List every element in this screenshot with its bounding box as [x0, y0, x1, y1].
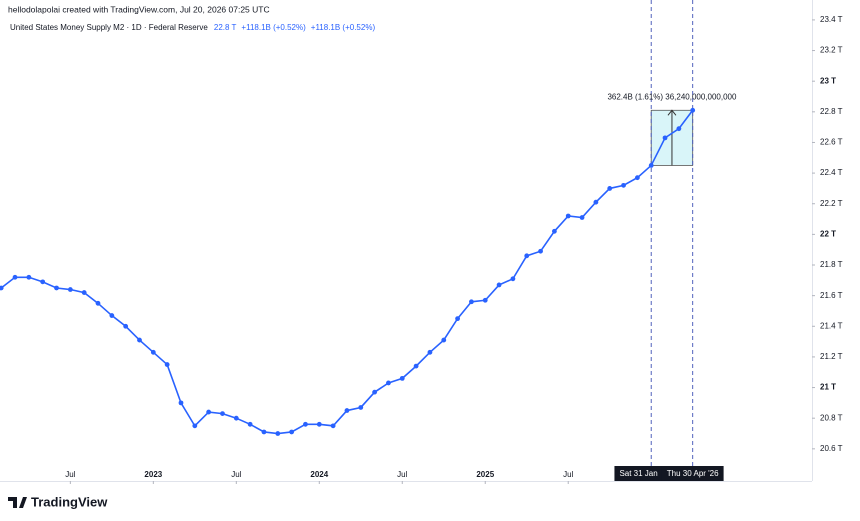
data-point: [690, 107, 696, 113]
data-point: [109, 313, 115, 318]
x-tick-label: Jul: [397, 470, 407, 479]
data-point: [261, 429, 267, 435]
data-point: [67, 287, 73, 292]
y-tick-label: 22.4 T: [820, 168, 843, 177]
data-point: [524, 253, 530, 259]
data-point: [496, 282, 502, 288]
data-point: [247, 421, 253, 427]
y-tick-label: 22 T: [820, 229, 836, 238]
data-point: [0, 285, 4, 291]
y-tick-label: 21.2 T: [820, 352, 843, 361]
y-tick-label: 22.8 T: [820, 107, 843, 116]
header: hellodolapolai created with TradingView.…: [8, 4, 270, 14]
data-point: [593, 199, 599, 205]
data-point: [192, 423, 198, 429]
data-point: [344, 408, 350, 413]
data-point: [54, 285, 59, 291]
date-flag-bg: [614, 466, 663, 481]
data-point: [233, 415, 239, 421]
data-point: [81, 290, 87, 295]
y-tick-label: 20.8 T: [820, 413, 843, 422]
data-point: [275, 431, 281, 436]
y-tick-label: 21.6 T: [820, 291, 843, 300]
data-point: [386, 380, 391, 386]
measure-label: 362.4B (1.61%) 36,240,000,000,000: [607, 92, 737, 101]
logo: TradingView: [8, 494, 108, 509]
legend-title: United States Money Supply M2 · 1D · Fed…: [10, 23, 208, 32]
data-point: [579, 215, 585, 220]
x-tick-label: 2023: [144, 470, 162, 479]
data-point: [123, 323, 129, 329]
data-point: [12, 274, 18, 280]
data-point: [372, 389, 378, 395]
data-point: [565, 213, 571, 219]
data-point: [316, 421, 322, 427]
data-point: [455, 316, 460, 322]
data-point: [40, 279, 46, 285]
data-point: [648, 163, 654, 168]
x-tick-label: Jul: [65, 470, 75, 479]
date-flag: Sat 31 Jan: [614, 466, 663, 481]
date-flag-label: Sat 31 Jan: [619, 469, 657, 478]
data-point: [621, 182, 626, 188]
data-point: [662, 135, 668, 141]
data-point: [441, 337, 447, 343]
legend-change: +118.1B (+0.52%): [241, 23, 306, 32]
data-point: [358, 405, 364, 410]
data-point: [220, 411, 225, 416]
data-point: [676, 126, 682, 132]
x-tick-label: 2025: [476, 470, 494, 479]
y-tick-label: 21.4 T: [820, 321, 843, 330]
data-point: [164, 362, 170, 367]
data-point: [634, 175, 640, 181]
data-point: [150, 349, 156, 355]
data-point: [510, 276, 516, 282]
data-point: [399, 375, 405, 381]
legend-change: +118.1B (+0.52%): [311, 23, 376, 32]
y-tick-label: 22.2 T: [820, 199, 843, 208]
logo-icon: [8, 497, 27, 508]
y-tick-label: 23 T: [820, 76, 836, 85]
data-point: [26, 274, 32, 280]
y-tick-label: 21 T: [820, 383, 836, 392]
data-point: [482, 297, 488, 303]
x-tick-label: Jul: [563, 470, 573, 479]
y-tick-label: 23.4 T: [820, 15, 843, 24]
brand: TradingView: [31, 494, 108, 509]
legend-value: 22.8 T: [214, 23, 237, 32]
date-flag-bg: [661, 466, 724, 481]
measure-arrow-head: [667, 109, 677, 116]
data-point: [330, 423, 336, 429]
data-point: [469, 299, 474, 305]
data-point: [178, 400, 184, 406]
data-point: [289, 429, 295, 435]
data-point: [607, 186, 613, 191]
data-point: [427, 349, 433, 355]
x-tick-label: Jul: [231, 470, 241, 479]
x-tick-label: 2024: [310, 470, 328, 479]
y-tick-label: 23.2 T: [820, 46, 843, 55]
data-point: [552, 228, 557, 234]
y-tick-label: 21.8 T: [820, 260, 843, 269]
y-tick-label: 22.6 T: [820, 138, 843, 147]
data-point: [137, 337, 142, 343]
y-tick-label: 20.6 T: [820, 444, 843, 453]
data-point: [95, 300, 101, 306]
data-point: [303, 421, 308, 427]
date-flag: Thu 30 Apr '26: [661, 466, 724, 481]
data-point: [538, 248, 543, 254]
date-flag-label: Thu 30 Apr '26: [667, 469, 719, 478]
data-point: [413, 363, 419, 369]
data-point: [206, 409, 212, 415]
